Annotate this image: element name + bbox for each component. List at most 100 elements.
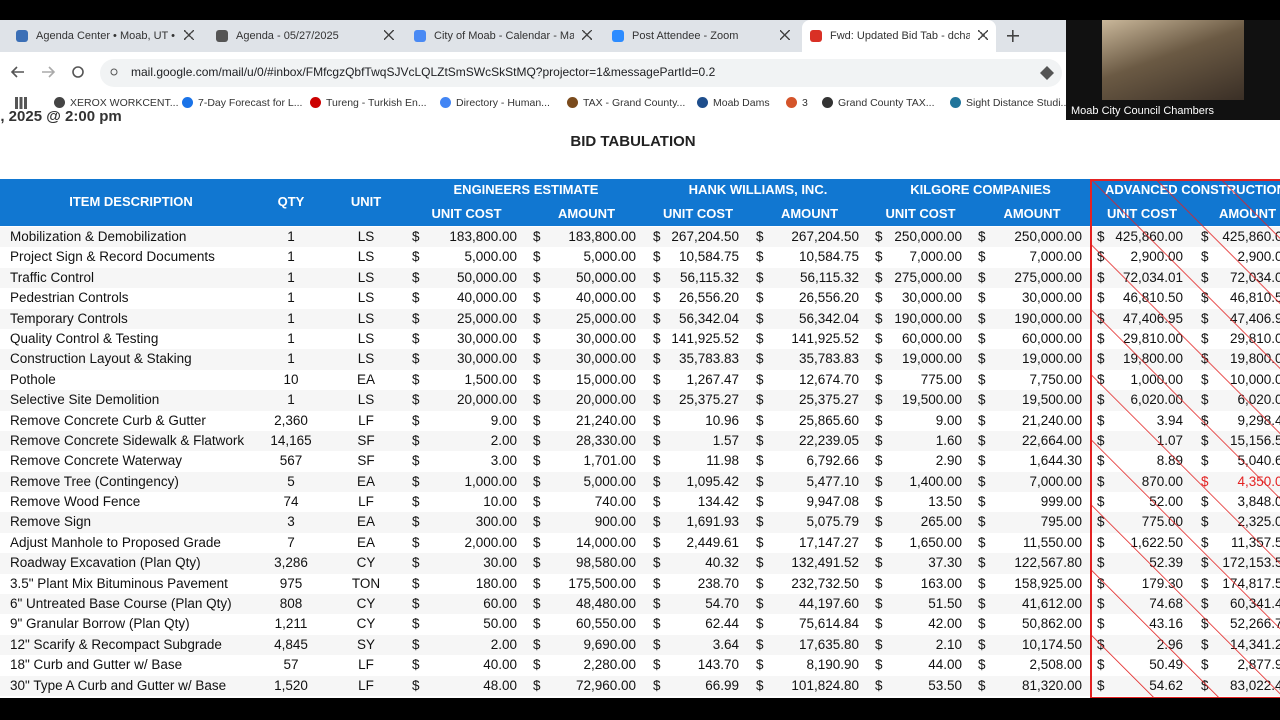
- amount: 60,550.00: [575, 616, 636, 632]
- column-header: QTY: [277, 194, 305, 209]
- tab-close[interactable]: [582, 30, 592, 40]
- tab-close[interactable]: [780, 30, 790, 40]
- item-description: 12" Scarify & Recompact Subgrade: [10, 636, 222, 652]
- row-bg: [0, 532, 1280, 554]
- tab[interactable]: Agenda - 05/27/2025: [208, 20, 402, 52]
- item-description: 30" Type A Curb and Gutter w/ Base: [10, 677, 227, 693]
- omnibox[interactable]: [100, 59, 1062, 87]
- amount: 30.00: [483, 555, 517, 571]
- currency: $: [756, 473, 764, 489]
- amount: 13.50: [928, 494, 962, 510]
- amount: 232,732.50: [791, 575, 859, 591]
- amount: 26,556.20: [798, 290, 859, 306]
- tab[interactable]: Fwd: Updated Bid Tab - dcharle: [802, 20, 996, 52]
- row-bg: [0, 349, 1280, 370]
- unit: SY: [356, 636, 375, 652]
- currency: $: [756, 392, 764, 408]
- currency: $: [653, 412, 661, 428]
- currency: $: [533, 310, 541, 326]
- bookmark-icon: [697, 97, 708, 108]
- tab-close[interactable]: [978, 30, 988, 40]
- currency: $: [653, 677, 661, 693]
- currency: $: [875, 596, 883, 612]
- amount: 12,674.70: [798, 371, 859, 387]
- currency: $: [978, 473, 986, 489]
- amount: 25,000.00: [456, 310, 517, 326]
- amount: 51.50: [928, 596, 962, 612]
- amount: 3.00: [490, 453, 517, 469]
- amount: 17,147.27: [798, 534, 859, 550]
- back-button[interactable]: [10, 66, 24, 78]
- amount: 25,375.27: [798, 392, 859, 408]
- group-header: KILGORE COMPANIES: [910, 182, 1051, 197]
- new-tab[interactable]: [1007, 30, 1019, 42]
- currency: $: [756, 657, 764, 673]
- amount: 19,500.00: [1021, 392, 1082, 408]
- amount: 2,280.00: [583, 657, 636, 673]
- amount: 143.70: [697, 657, 739, 673]
- amount: 75,614.84: [798, 616, 859, 632]
- item-description: Quality Control & Testing: [10, 330, 159, 346]
- currency: $: [412, 677, 420, 693]
- tab-close[interactable]: [384, 30, 394, 40]
- tab-close[interactable]: [184, 30, 194, 40]
- amount: 22,664.00: [1021, 432, 1082, 448]
- amount: 81,320.00: [1021, 677, 1082, 693]
- amount: 30,000.00: [1021, 290, 1082, 306]
- currency: $: [756, 514, 764, 530]
- item-description: Mobilization & Demobilization: [10, 229, 187, 244]
- amount: 5,000.00: [464, 249, 517, 265]
- row-bg: [0, 675, 1280, 696]
- tab[interactable]: Post Attendee - Zoom: [604, 20, 798, 52]
- bookmarks-bar: XEROX WORKCENT... 7-Day Forecast for L...…: [0, 92, 1069, 114]
- video-feed: [1102, 20, 1244, 100]
- currency: $: [756, 494, 764, 510]
- amount: 25,375.27: [678, 392, 739, 408]
- currency: $: [875, 473, 883, 489]
- reload-button[interactable]: [72, 66, 84, 78]
- item-description: 6" Untreated Base Course (Plan Qty): [10, 596, 232, 612]
- amount: 21,240.00: [1021, 412, 1082, 428]
- amount: 40.32: [705, 555, 739, 571]
- forward-button[interactable]: [42, 66, 56, 78]
- extension-icon[interactable]: [1038, 64, 1056, 82]
- amount: 1,701.00: [583, 453, 636, 469]
- currency: $: [533, 473, 541, 489]
- tab[interactable]: Agenda Center • Moab, UT • Ci: [8, 20, 202, 52]
- amount: 10.96: [705, 412, 739, 428]
- qty: 1: [287, 249, 295, 265]
- currency: $: [412, 310, 420, 326]
- qty: 1: [287, 269, 295, 285]
- bookmark-icon: [182, 97, 193, 108]
- amount: 30,000.00: [575, 330, 636, 346]
- amount: 60,000.00: [901, 330, 962, 346]
- bookmark-label: Directory - Human...: [456, 97, 550, 109]
- unit: CY: [356, 555, 376, 571]
- currency: $: [653, 453, 661, 469]
- tab-title: Agenda - 05/27/2025: [236, 30, 339, 42]
- qty: 3: [287, 514, 295, 530]
- currency: $: [756, 249, 764, 265]
- amount: 9.00: [490, 412, 517, 428]
- currency: $: [978, 657, 986, 673]
- item-description: Remove Sign: [10, 514, 92, 530]
- site-info[interactable]: [110, 68, 118, 76]
- amount: 5,075.79: [806, 514, 859, 530]
- currency: $: [756, 453, 764, 469]
- amount: 30,000.00: [456, 351, 517, 367]
- currency: $: [978, 575, 986, 591]
- currency: $: [978, 330, 986, 346]
- url[interactable]: mail.google.com/mail/u/0/#inbox/FMfcgzQb…: [131, 65, 716, 79]
- item-description: Traffic Control: [10, 269, 95, 285]
- amount: 19,000.00: [1021, 351, 1082, 367]
- apps-icon[interactable]: [15, 97, 27, 109]
- currency: $: [978, 453, 986, 469]
- tab-title: Fwd: Updated Bid Tab - dcharle: [830, 30, 970, 42]
- currency: $: [875, 269, 883, 285]
- currency: $: [653, 596, 661, 612]
- tab[interactable]: City of Moab - Calendar - May: [406, 20, 600, 52]
- currency: $: [875, 453, 883, 469]
- currency: $: [978, 412, 986, 428]
- qty: 1: [287, 351, 295, 367]
